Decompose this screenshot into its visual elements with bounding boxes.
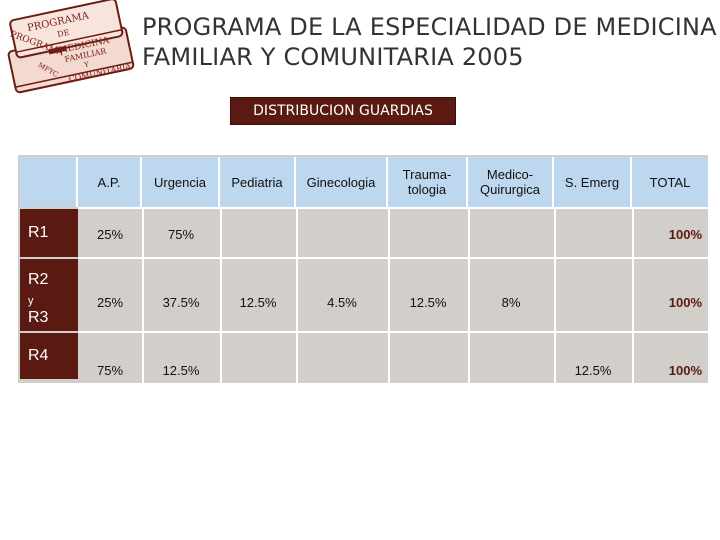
row-label-r2: R2 [28, 271, 49, 288]
column-divider [632, 209, 634, 383]
cell-r2r3-pediatria: 12.5% [239, 295, 277, 310]
row-divider [78, 331, 708, 333]
row-label-r3: R3 [28, 309, 49, 326]
cell-r2r3-ap: 25% [96, 295, 124, 310]
row-label-r4: R4 [20, 333, 78, 379]
header-ap: A.P. [78, 157, 142, 207]
cell-r1-ap: 25% [96, 227, 124, 242]
svg-text:DE: DE [56, 28, 70, 39]
column-divider [388, 209, 390, 383]
cell-r4-ap: 75% [96, 363, 124, 378]
header-traumatologia: Trauma-tologia [388, 157, 468, 207]
cell-r2r3-urgencia: 37.5% [162, 295, 200, 310]
column-divider [220, 209, 222, 383]
book-stack-icon: PROGRAMA DE MEDICINA FAMILIAR Y COMUNITA… [7, 0, 135, 94]
row-label-connector: y [28, 295, 34, 307]
header-pediatria: Pediatria [220, 157, 296, 207]
cell-r2r3-traumatologia: 12.5% [409, 295, 447, 310]
page-title: PROGRAMA DE LA ESPECIALIDAD DE MEDICINA … [142, 13, 717, 71]
cell-r4-urgencia: 12.5% [162, 363, 200, 378]
column-divider [554, 209, 556, 383]
column-divider [296, 209, 298, 383]
row-label-r2-r3: R2 y R3 [20, 259, 78, 331]
cell-r4-s-emerg: 12.5% [574, 363, 612, 378]
cell-r2r3-ginecologia: 4.5% [327, 295, 357, 310]
section-subtitle: DISTRIBUCION GUARDIAS [230, 97, 456, 125]
header-empty-cell [20, 157, 78, 207]
header-ginecologia: Ginecologia [296, 157, 388, 207]
header-total: TOTAL [632, 157, 708, 207]
column-divider [468, 209, 470, 383]
cell-r2r3-total: 100% [668, 295, 702, 310]
guard-distribution-table: A.P. Urgencia Pediatria Ginecologia Trau… [18, 155, 708, 383]
cell-r4-total: 100% [668, 363, 702, 378]
cell-r2r3-medico-quirurgica: 8% [501, 295, 521, 310]
cell-r1-urgencia: 75% [167, 227, 195, 242]
header-medico-quirurgica: Medico-Quirurgica [468, 157, 554, 207]
svg-text:Y: Y [83, 60, 91, 69]
header-urgencia: Urgencia [142, 157, 220, 207]
cell-r1-total: 100% [668, 227, 702, 242]
row-divider [78, 207, 708, 209]
column-divider [142, 209, 144, 383]
header-s-emerg: S. Emerg [554, 157, 632, 207]
row-divider [78, 257, 708, 259]
row-label-r1: R1 [20, 209, 78, 257]
